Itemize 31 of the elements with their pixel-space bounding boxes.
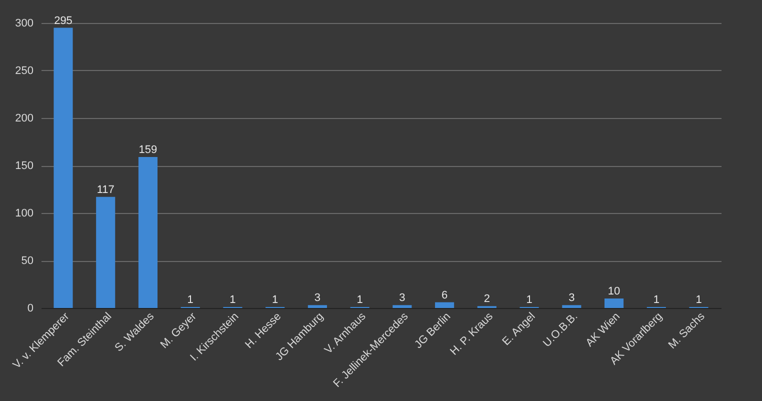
data-label: 2 [484,293,490,306]
data-label: 1 [230,294,236,306]
y-tick-label: 300 [15,18,34,30]
bar [392,305,412,308]
data-label: 1 [696,294,702,306]
bar [54,28,73,308]
data-label: 6 [441,289,448,302]
bar [562,305,582,308]
bar [138,156,158,308]
data-label: 117 [96,184,114,196]
data-label: 1 [187,294,194,306]
y-tick-label: 250 [15,65,34,77]
bar [308,305,327,308]
data-label: 1 [653,294,660,306]
data-label: 1 [526,294,532,306]
data-label: 1 [356,294,363,306]
y-tick-label: 0 [27,302,34,314]
data-label: 3 [568,292,575,304]
bar [435,302,454,308]
data-label: 1 [272,294,278,306]
y-tick-label: 150 [15,160,34,172]
data-label: 295 [54,14,72,27]
bar [96,196,116,308]
y-tick-label: 50 [21,255,34,267]
y-tick-label: 200 [15,112,34,124]
bar [604,298,624,308]
data-label: 3 [314,292,321,304]
y-tick-label: 100 [15,208,34,220]
data-label: 10 [608,286,620,298]
data-label: 159 [138,144,158,156]
data-label: 3 [399,292,406,304]
